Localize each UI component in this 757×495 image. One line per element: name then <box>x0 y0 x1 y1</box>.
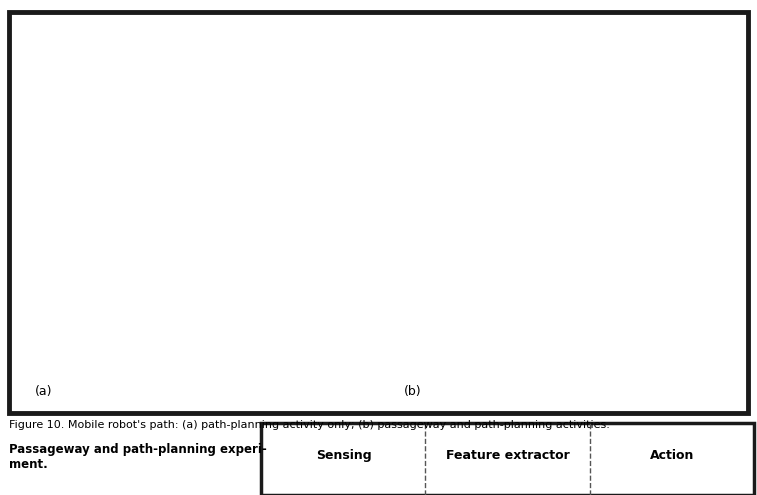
Text: Figure 10. Mobile robot's path: (a) path-planning activity only; (b) passageway : Figure 10. Mobile robot's path: (a) path… <box>9 420 610 430</box>
Text: Action: Action <box>650 449 694 462</box>
FancyBboxPatch shape <box>9 12 748 413</box>
FancyBboxPatch shape <box>261 423 754 495</box>
Text: (a): (a) <box>35 385 52 398</box>
Text: (b): (b) <box>404 385 422 398</box>
Text: Passageway and path-planning experi-
ment.: Passageway and path-planning experi- men… <box>9 443 266 471</box>
Text: Feature extractor: Feature extractor <box>446 449 569 462</box>
Text: Sensing: Sensing <box>316 449 371 462</box>
